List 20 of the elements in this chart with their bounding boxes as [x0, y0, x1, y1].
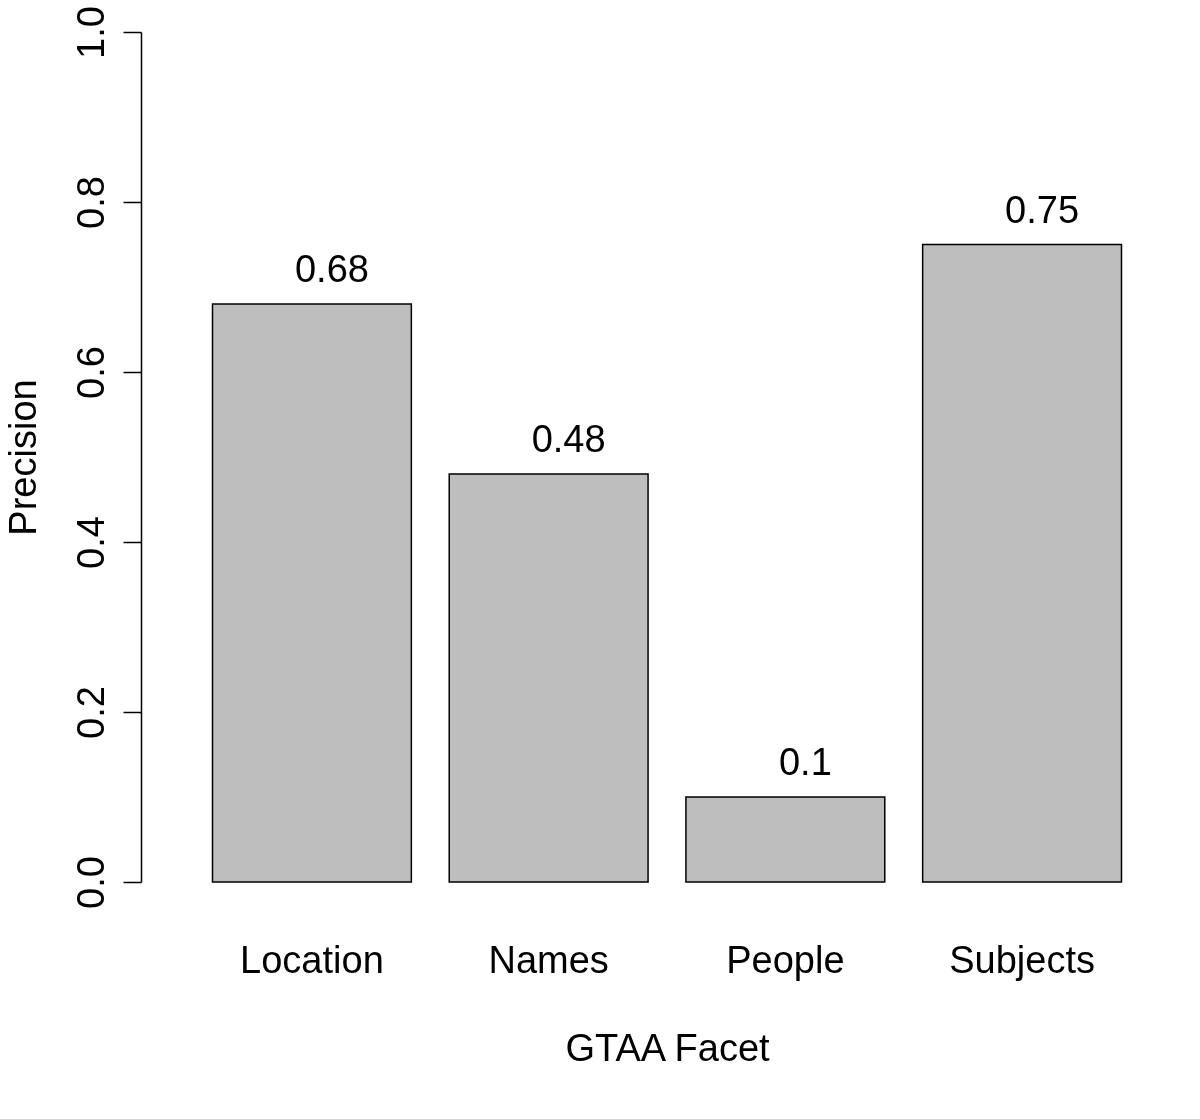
bar [211, 303, 413, 883]
y-tick-label: 0.0 [69, 856, 112, 909]
x-tick-label: Names [488, 938, 609, 981]
x-tick-label: People [726, 938, 845, 981]
y-tick-label: 0.8 [69, 176, 112, 229]
data-label: 0.75 [1005, 188, 1080, 231]
y-tick-label: 0.4 [69, 516, 112, 569]
y-tick-label: 1.0 [69, 6, 112, 59]
x-tick-label: Subjects [949, 938, 1095, 981]
y-axis-title: Precision [1, 379, 44, 536]
y-tick-label: 0.6 [69, 346, 112, 399]
bar [921, 243, 1123, 883]
bar [685, 796, 886, 883]
data-label: 0.68 [294, 248, 369, 290]
bar [448, 473, 649, 883]
data-label: 0.1 [778, 741, 832, 783]
x-tick-label: Location [240, 938, 384, 981]
y-tick-label: 0.2 [69, 686, 112, 739]
x-axis-title: GTAA Facet [565, 1026, 771, 1069]
data-label: 0.48 [531, 418, 606, 460]
